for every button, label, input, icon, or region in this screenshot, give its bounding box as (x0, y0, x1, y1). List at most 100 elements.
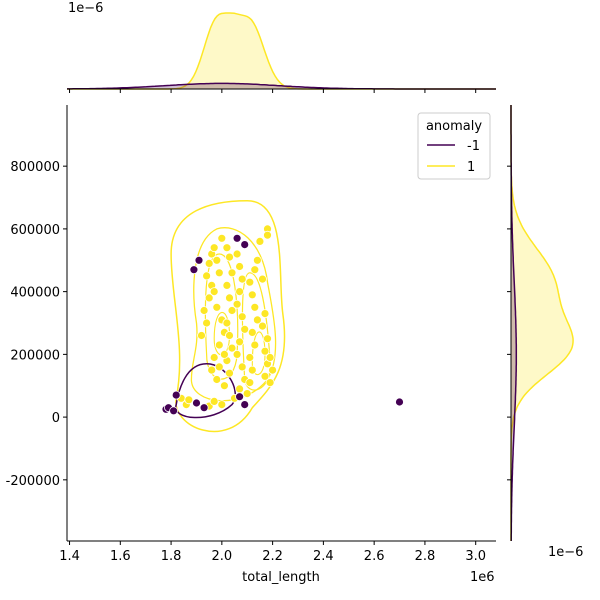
point-normal (235, 287, 245, 297)
point-normal (225, 368, 234, 378)
point-normal (222, 280, 232, 290)
point-normal (227, 268, 237, 278)
point-normal (225, 331, 234, 340)
scatter-points (161, 224, 404, 416)
point-normal (222, 243, 232, 253)
point-normal (197, 331, 206, 340)
point-normal (204, 258, 214, 268)
point-normal (207, 365, 217, 375)
x-offset-label: 1e6 (470, 570, 495, 585)
point-normal (247, 290, 257, 300)
legend-label-pos: 1 (467, 160, 475, 175)
y-tick-label: 800000 (10, 160, 60, 175)
x-axis-label: total_length (242, 570, 320, 585)
point-normal (184, 395, 194, 405)
point-anomaly (395, 397, 404, 407)
x-tick-label: 1.6 (110, 549, 131, 564)
point-normal (217, 400, 227, 410)
point-normal (260, 309, 270, 319)
point-normal (227, 306, 237, 315)
y-tick-label: 0 (52, 411, 60, 426)
point-normal (263, 230, 272, 240)
point-normal (202, 271, 212, 281)
right-marginal-plot (507, 105, 574, 541)
point-anomaly (232, 233, 242, 243)
point-normal (237, 312, 247, 322)
legend-title: anomaly (426, 119, 482, 134)
point-anomaly (199, 403, 209, 413)
point-normal (212, 255, 222, 265)
point-normal (209, 287, 219, 297)
point-normal (214, 340, 224, 350)
point-normal (247, 327, 257, 337)
point-anomaly (171, 390, 181, 400)
point-normal (242, 389, 252, 399)
point-normal (232, 349, 242, 359)
y-tick-label: -200000 (6, 474, 60, 489)
point-normal (250, 340, 260, 350)
point-anomaly (169, 406, 179, 416)
point-normal (247, 365, 257, 375)
kde-contour-outer (170, 199, 286, 433)
point-normal (260, 346, 270, 356)
point-normal (258, 274, 267, 284)
kde-contour-mid (190, 227, 277, 402)
point-normal (252, 255, 262, 265)
point-normal (237, 362, 247, 372)
point-normal (260, 371, 270, 381)
top-kde-fill-normal (67, 13, 496, 89)
point-normal (245, 378, 255, 388)
right-kde-fill-normal (511, 105, 574, 541)
top-kde-line-normal (67, 12, 496, 90)
top-marginal-offset-label: 1e−6 (68, 1, 103, 16)
x-tick-label: 2.4 (313, 549, 334, 564)
point-normal (219, 381, 229, 391)
top-marginal-plot (67, 12, 496, 93)
point-normal (202, 318, 212, 328)
point-normal (245, 353, 255, 362)
point-normal (222, 318, 232, 328)
point-normal (225, 252, 234, 262)
legend: anomaly -1 1 (417, 112, 491, 180)
x-tick-label: 3.0 (465, 549, 486, 564)
y-tick-label: 200000 (10, 348, 60, 363)
point-normal (219, 349, 229, 359)
x-tick-label: 1.4 (59, 549, 80, 564)
point-normal (209, 353, 219, 362)
point-normal (268, 365, 278, 375)
point-normal (232, 299, 242, 309)
point-normal (217, 233, 227, 243)
point-normal (255, 236, 265, 246)
point-normal (212, 375, 222, 384)
point-normal (232, 249, 242, 259)
point-normal (209, 396, 219, 406)
point-normal (235, 384, 245, 394)
point-normal (250, 265, 260, 275)
right-kde-fill-anomaly (511, 105, 517, 541)
point-normal (204, 293, 214, 303)
point-normal (199, 306, 209, 315)
point-anomaly (192, 398, 201, 408)
point-normal (237, 274, 247, 284)
point-anomaly (194, 255, 204, 265)
main-axes: 1.4 1.6 1.8 2.0 2.2 2.4 2.6 2.8 3.0 -200000 0 20000… (6, 105, 496, 564)
legend-frame (417, 112, 491, 180)
x-tick-label: 2.6 (364, 549, 385, 564)
point-normal (235, 262, 245, 271)
y-tick-label: 400000 (10, 286, 60, 301)
point-normal (263, 334, 272, 344)
y-tick-label: 600000 (10, 223, 60, 238)
point-anomaly (240, 240, 250, 250)
point-normal (265, 378, 275, 388)
point-anomaly (235, 392, 245, 402)
right-marginal-offset-label: 1e−6 (548, 545, 583, 560)
kde-contour-negative (175, 363, 236, 419)
point-normal (245, 277, 255, 287)
point-normal (250, 302, 260, 312)
legend-label-neg: -1 (467, 139, 480, 154)
point-normal (252, 315, 262, 325)
point-normal (214, 268, 224, 278)
point-normal (240, 324, 250, 334)
